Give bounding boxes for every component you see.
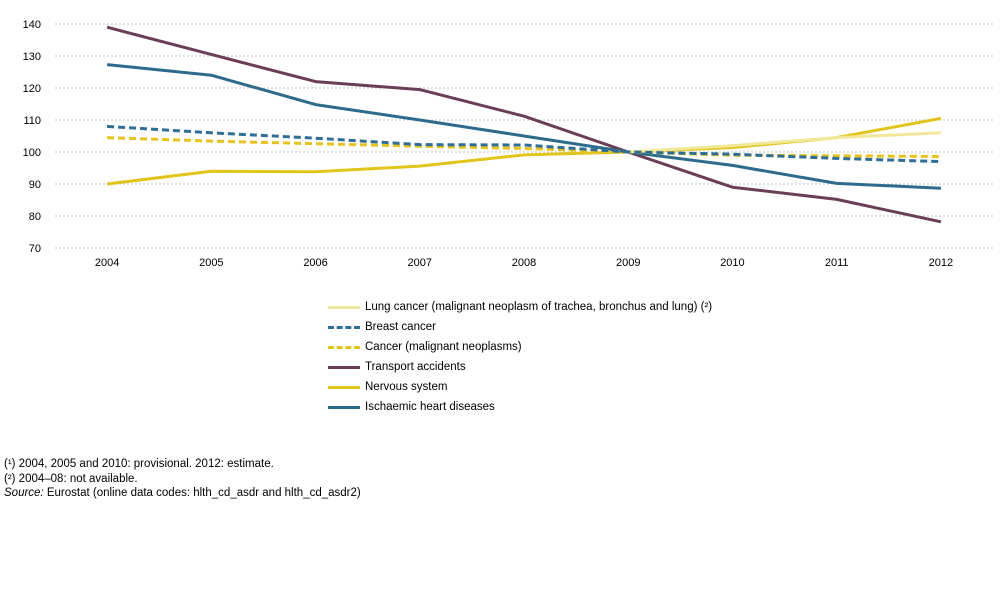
x-tick-label: 2010 [720, 257, 744, 269]
legend-swatch [328, 305, 360, 309]
legend-label: Cancer (malignant neoplasms) [365, 341, 522, 353]
x-tick-label: 2006 [303, 257, 327, 269]
legend-item: Breast cancer [328, 317, 712, 337]
y-tick-label: 80 [29, 211, 41, 223]
y-tick-label: 90 [29, 179, 41, 191]
series-line [106, 116, 942, 186]
series-line [107, 124, 941, 164]
y-tick-label: 70 [29, 243, 41, 255]
legend-swatch [328, 365, 360, 369]
y-tick-label: 100 [23, 147, 41, 159]
x-tick-label: 2007 [408, 257, 432, 269]
legend-swatch [328, 345, 360, 349]
legend-item: Cancer (malignant neoplasms) [328, 337, 712, 357]
footnotes: (¹) 2004, 2005 and 2010: provisional. 20… [4, 457, 361, 501]
legend-item: Nervous system [328, 377, 712, 397]
legend-label: Nervous system [365, 381, 448, 393]
x-tick-label: 2008 [512, 257, 536, 269]
footnote-1: (¹) 2004, 2005 and 2010: provisional. 20… [4, 458, 274, 470]
series-lines [106, 25, 942, 224]
legend-item: Transport accidents [328, 357, 712, 377]
legend-label: Transport accidents [365, 361, 466, 373]
source-line: Source: Eurostat (online data codes: hlt… [4, 486, 361, 501]
legend-label: Breast cancer [365, 321, 436, 333]
x-tick-label: 2011 [825, 257, 849, 269]
x-tick-label: 2004 [95, 257, 119, 269]
series-line [106, 25, 942, 224]
y-tick-label: 140 [23, 19, 41, 31]
y-tick-label: 120 [23, 83, 41, 95]
source-label: Source: [4, 487, 44, 499]
series-line [106, 63, 941, 190]
y-tick-label: 130 [23, 51, 41, 63]
gridlines [55, 23, 993, 249]
x-tick-label: 2009 [616, 257, 640, 269]
series-line [628, 131, 941, 154]
legend-label: Lung cancer (malignant neoplasm of trach… [365, 301, 713, 313]
legend-swatch [328, 385, 360, 389]
x-tick-label: 2012 [929, 257, 953, 269]
legend-swatch [328, 405, 360, 409]
x-tick-label: 2005 [199, 257, 223, 269]
legend-swatch [328, 325, 360, 329]
legend-label: Ischaemic heart diseases [365, 401, 495, 413]
y-axis-ticks: 70 80 90 100 110 120 130 140 [23, 19, 41, 255]
footnote-2: (²) 2004–08: not available. [4, 472, 138, 485]
legend-item: Lung cancer (malignant neoplasm of trach… [328, 297, 712, 317]
legend-item: Ischaemic heart diseases [328, 397, 712, 417]
y-tick-label: 110 [23, 115, 41, 127]
chart-legend: Lung cancer (malignant neoplasm of trach… [328, 297, 712, 417]
source-text: Eurostat (online data codes: hlth_cd_asd… [43, 487, 361, 499]
x-axis-ticks: 2004 2005 2006 2007 2008 2009 2010 2011 2012 [95, 257, 953, 269]
